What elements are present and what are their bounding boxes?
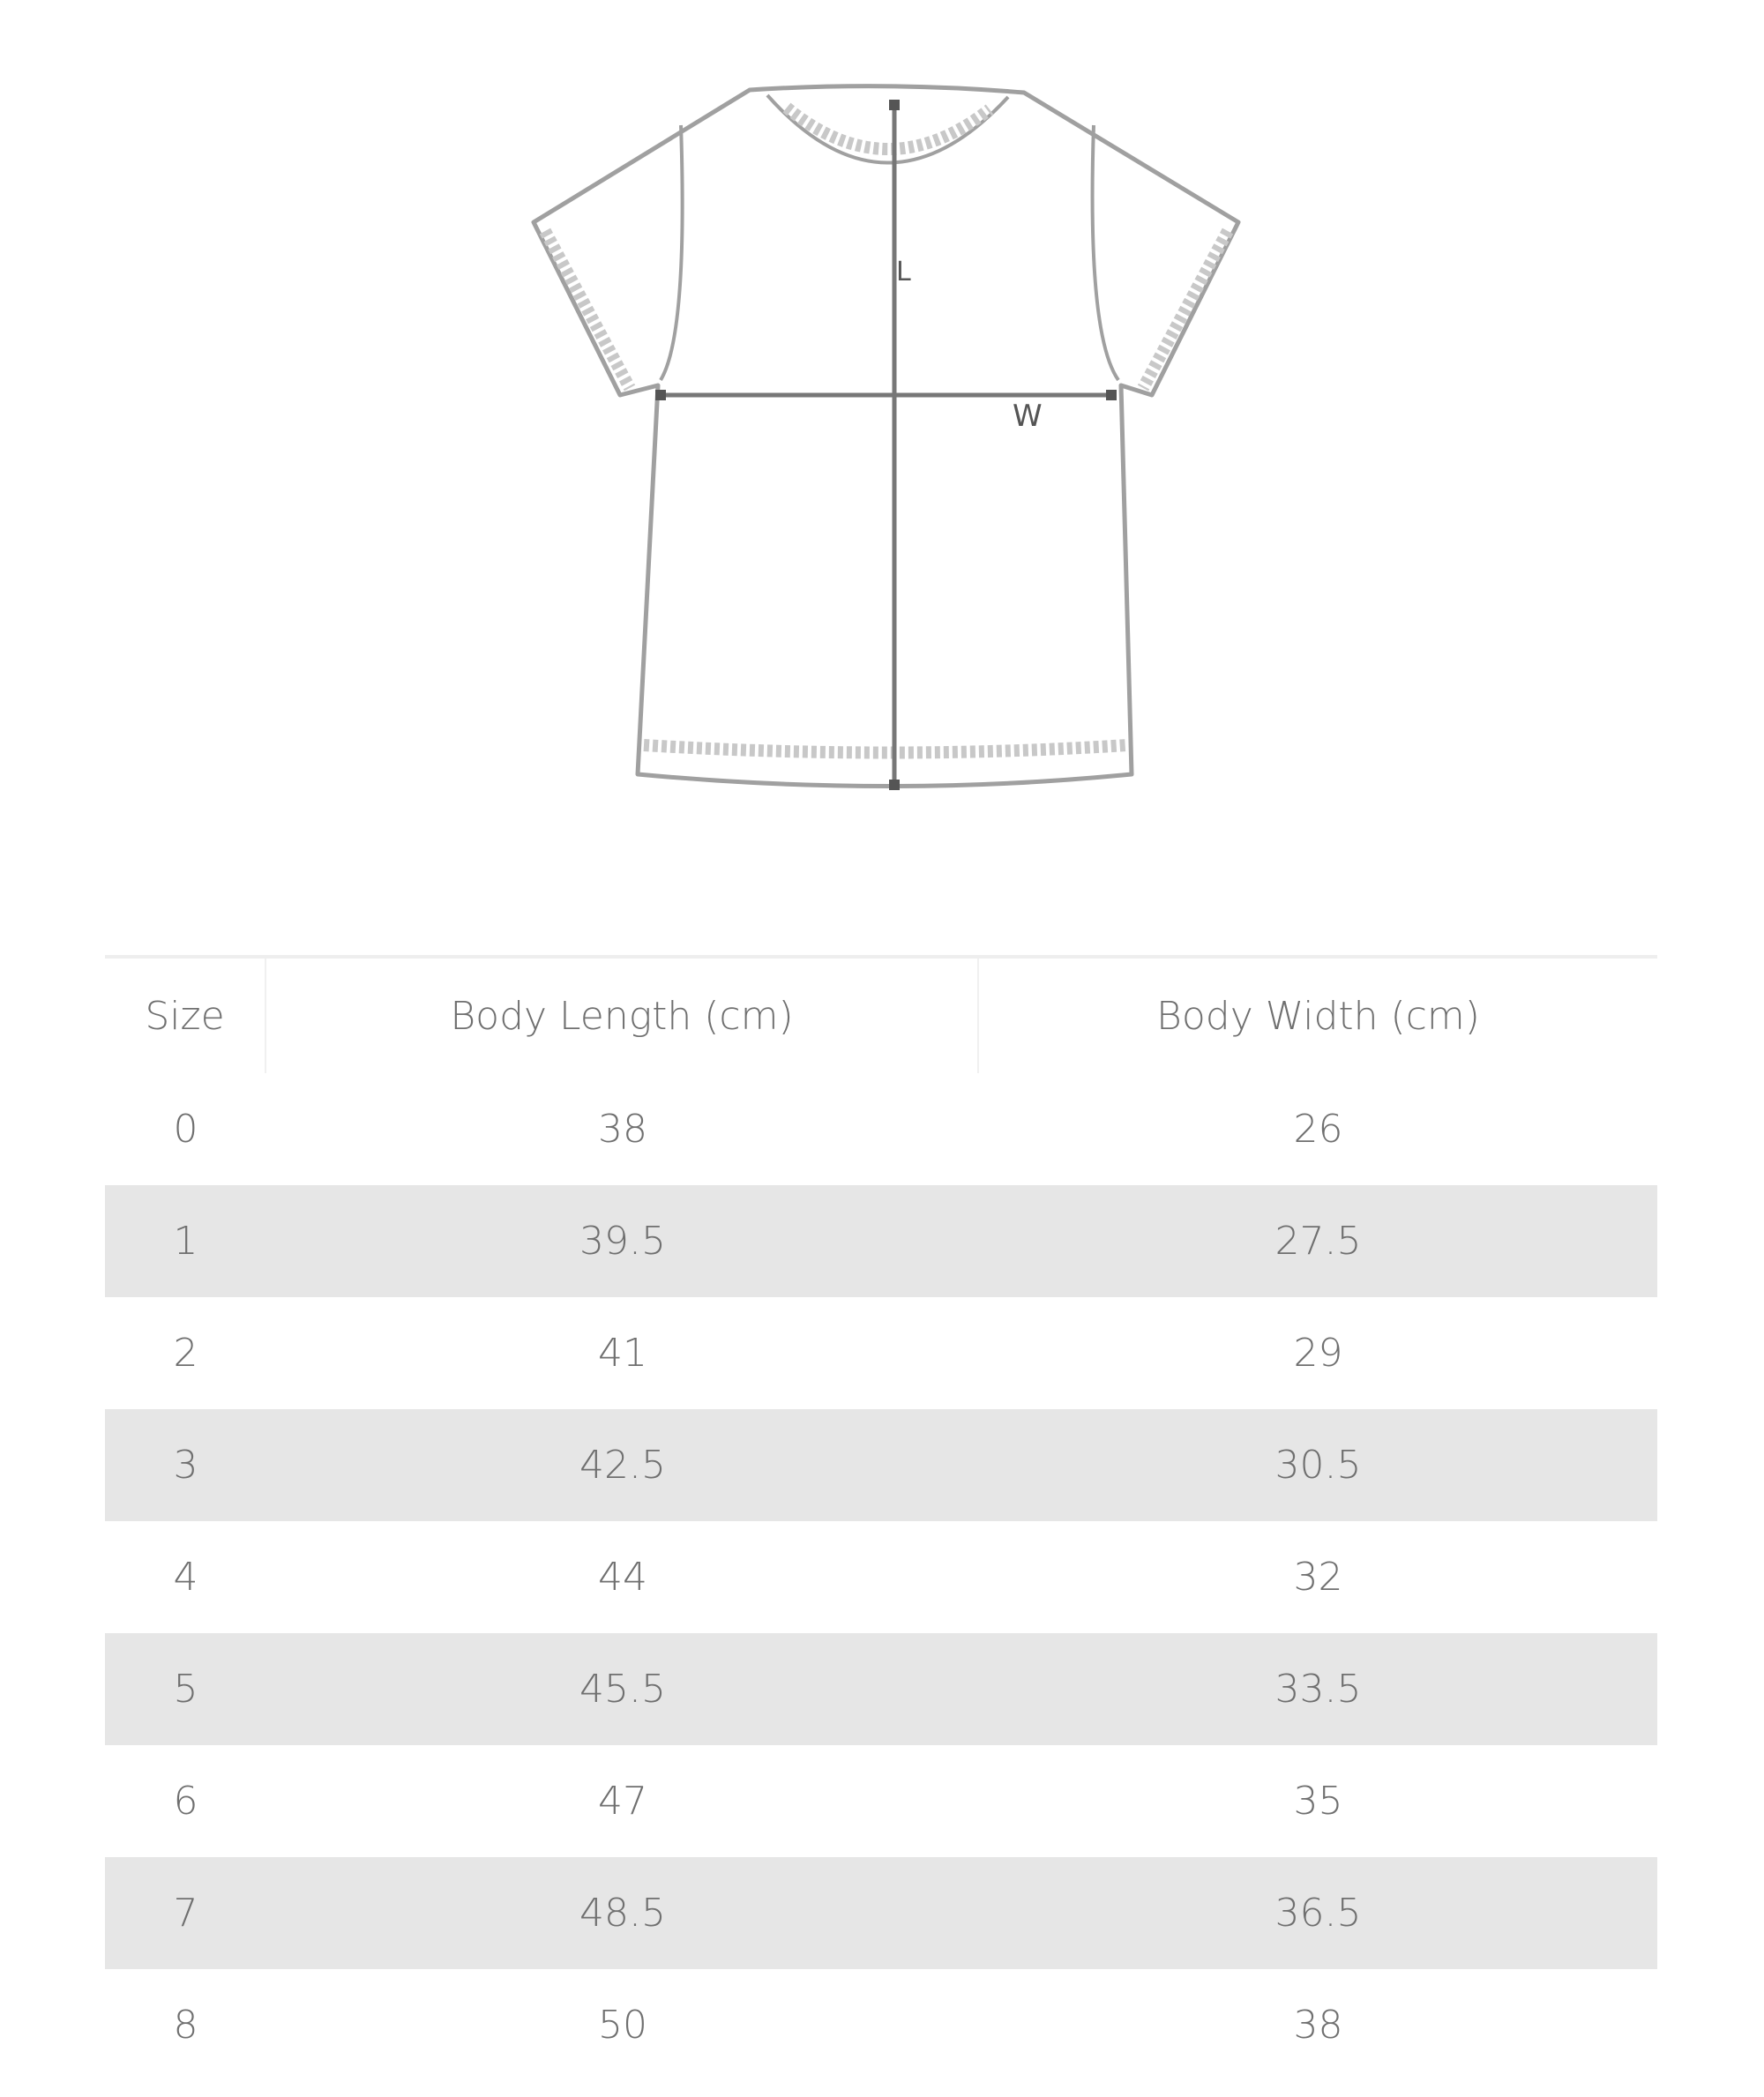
table-row: 7 48.5 36.5 bbox=[105, 1857, 1657, 1969]
width-cell: 27.5 bbox=[1274, 1219, 1362, 1264]
size-cell: 7 bbox=[173, 1891, 198, 1936]
size-cell: 8 bbox=[173, 2003, 198, 2048]
width-cell: 33.5 bbox=[1274, 1667, 1362, 1712]
width-cell: 26 bbox=[1293, 1107, 1343, 1152]
header-size: Size bbox=[105, 959, 266, 1073]
tshirt-measurement-diagram: L W bbox=[531, 84, 1241, 790]
header-body-width: Body Width (cm) bbox=[1156, 993, 1480, 1039]
width-cell: 30.5 bbox=[1274, 1443, 1362, 1488]
table-row: 0 38 26 bbox=[105, 1073, 1657, 1185]
table-row: 2 41 29 bbox=[105, 1297, 1657, 1409]
length-cell: 50 bbox=[598, 2003, 647, 2048]
length-cell: 45.5 bbox=[579, 1667, 666, 1712]
size-cell: 5 bbox=[173, 1667, 198, 1712]
size-cell: 3 bbox=[173, 1443, 198, 1488]
size-cell: 4 bbox=[173, 1555, 198, 1600]
length-cell: 38 bbox=[598, 1107, 647, 1152]
table-header-row: Size Body Length (cm) Body Width (cm) bbox=[105, 959, 1657, 1073]
length-label: L bbox=[896, 257, 911, 287]
length-cell: 39.5 bbox=[579, 1219, 666, 1264]
length-cell: 42.5 bbox=[579, 1443, 666, 1488]
header-body-length: Body Length (cm) bbox=[266, 959, 979, 1073]
size-cell: 6 bbox=[173, 1779, 198, 1824]
tshirt-outline bbox=[531, 84, 1241, 788]
length-cell: 47 bbox=[598, 1779, 647, 1824]
size-cell: 2 bbox=[173, 1331, 198, 1376]
length-cell: 48.5 bbox=[579, 1891, 666, 1936]
table-row: 6 47 35 bbox=[105, 1745, 1657, 1857]
length-cell: 41 bbox=[598, 1331, 647, 1376]
table-row: 5 45.5 33.5 bbox=[105, 1633, 1657, 1745]
length-cell: 44 bbox=[598, 1555, 647, 1600]
width-measure-arrow bbox=[655, 390, 1117, 400]
size-cell: 0 bbox=[173, 1107, 198, 1152]
size-cell: 1 bbox=[173, 1219, 198, 1264]
width-cell: 35 bbox=[1293, 1779, 1343, 1824]
width-cell: 29 bbox=[1293, 1331, 1343, 1376]
table-row: 3 42.5 30.5 bbox=[105, 1409, 1657, 1521]
table-row: 4 44 32 bbox=[105, 1521, 1657, 1633]
table-row: 1 39.5 27.5 bbox=[105, 1185, 1657, 1297]
size-chart-table: Size Body Length (cm) Body Width (cm) 0 … bbox=[105, 955, 1657, 2081]
width-cell: 36.5 bbox=[1274, 1891, 1362, 1936]
width-cell: 32 bbox=[1293, 1555, 1343, 1600]
width-label: W bbox=[1013, 399, 1043, 434]
length-measure-arrow bbox=[889, 100, 900, 790]
table-row: 8 50 38 bbox=[105, 1969, 1657, 2081]
width-cell: 38 bbox=[1293, 2003, 1343, 2048]
